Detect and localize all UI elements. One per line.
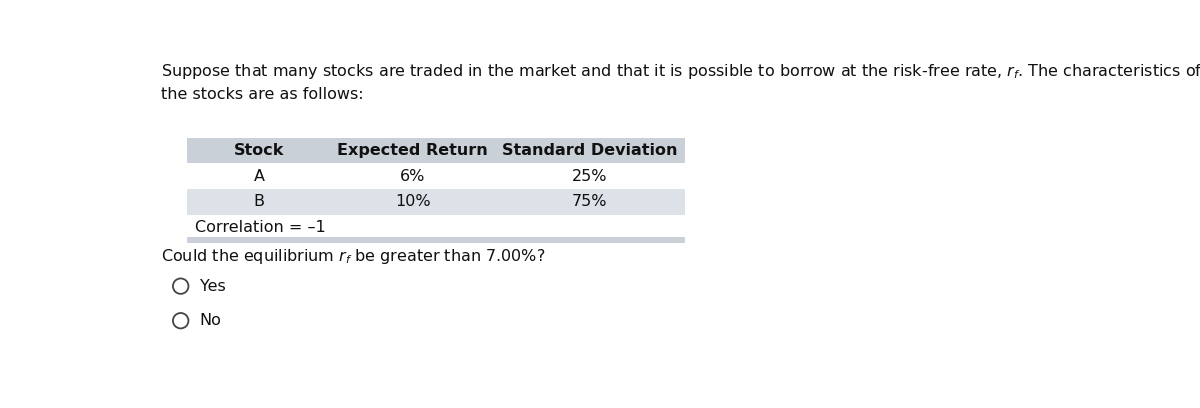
Bar <box>187 237 685 243</box>
Bar <box>187 189 685 215</box>
Text: 10%: 10% <box>395 195 431 209</box>
Text: Yes: Yes <box>199 279 226 294</box>
Text: Expected Return: Expected Return <box>337 143 488 158</box>
Text: the stocks are as follows:: the stocks are as follows: <box>161 86 364 102</box>
Text: 6%: 6% <box>400 169 426 184</box>
Text: 75%: 75% <box>571 195 607 209</box>
Text: Stock: Stock <box>234 143 284 158</box>
Bar <box>187 137 685 163</box>
Bar <box>187 163 685 189</box>
Bar <box>187 215 685 241</box>
Text: Correlation = –1: Correlation = –1 <box>194 220 325 235</box>
Text: A: A <box>253 169 265 184</box>
Text: Standard Deviation: Standard Deviation <box>502 143 677 158</box>
Text: 25%: 25% <box>571 169 607 184</box>
Text: Suppose that many stocks are traded in the market and that it is possible to bor: Suppose that many stocks are traded in t… <box>161 62 1200 80</box>
Text: B: B <box>253 195 265 209</box>
Text: Could the equilibrium $r_f$ be greater than 7.00%?: Could the equilibrium $r_f$ be greater t… <box>161 247 546 266</box>
Text: No: No <box>199 313 222 328</box>
